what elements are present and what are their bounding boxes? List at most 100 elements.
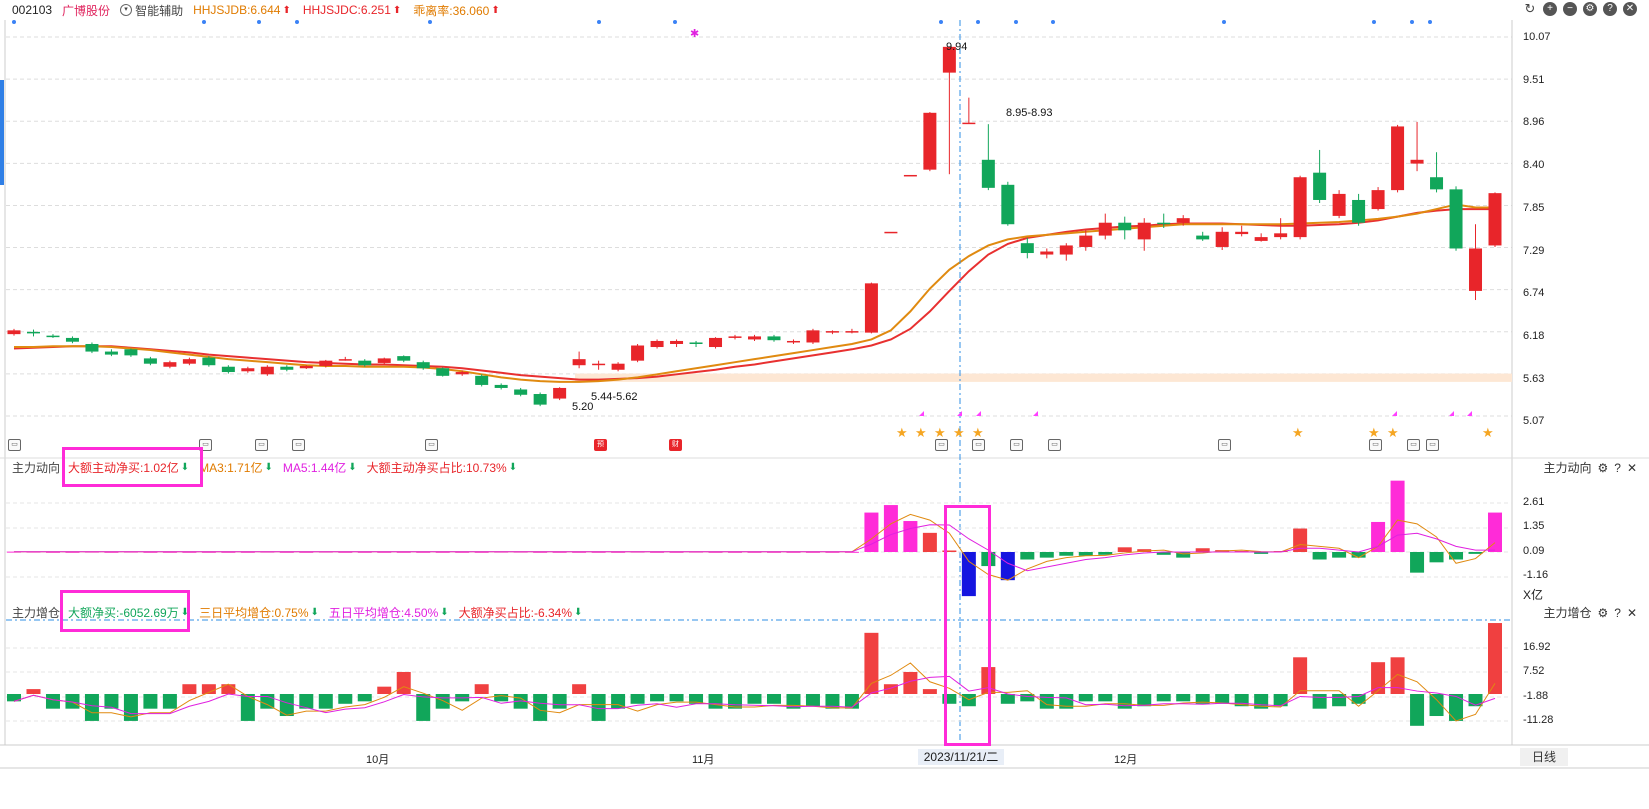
- panel2-legend-text: 大额净买占比:-6.34%: [458, 605, 573, 620]
- candle-body: [767, 336, 781, 341]
- panel1-bar: [1195, 548, 1210, 552]
- panel1-bar: [1117, 547, 1132, 552]
- candle-body: [104, 351, 118, 355]
- panel1-bar: [883, 505, 898, 552]
- panel1-bar: [942, 550, 957, 552]
- panel2-bar: [1410, 694, 1425, 726]
- help-icon[interactable]: ?: [1614, 460, 1621, 475]
- candle-body: [1118, 222, 1132, 231]
- panel2-bar: [533, 694, 548, 721]
- candle-body: [1371, 190, 1385, 210]
- event-icon[interactable]: ▭: [425, 439, 438, 451]
- window-controls: ↻ + − ⚙ ? ✕: [1523, 2, 1637, 16]
- event-icon[interactable]: ▭: [935, 439, 948, 451]
- candle-body: [553, 387, 567, 399]
- panel1-tick: -1.16: [1523, 568, 1549, 581]
- panel1-bar: [1390, 480, 1405, 552]
- panel2-controls: 主力增仓 ⚙ ? ✕: [1543, 604, 1637, 621]
- candle-body: [1235, 231, 1249, 235]
- finance-icon[interactable]: 财: [669, 439, 682, 451]
- candle-body: [202, 357, 216, 366]
- star-icon: ★: [1387, 425, 1399, 440]
- panel1-controls: 主力动向 ⚙ ? ✕: [1543, 459, 1637, 476]
- panel1-bar: [1059, 552, 1074, 556]
- candle-body: [1137, 222, 1151, 240]
- header-indicators-text: HHJSJDC:6.251: [302, 3, 391, 17]
- panel2-bar: [864, 632, 879, 694]
- candle-body: [26, 331, 40, 334]
- candle-body: [748, 336, 761, 340]
- event-icon[interactable]: ▭: [1426, 439, 1439, 451]
- candle-body: [182, 359, 196, 364]
- signal-dot: [1372, 20, 1376, 24]
- panel2-legend-item: 三日平均增仓:0.75% ⬇: [199, 604, 319, 621]
- refresh-icon[interactable]: ↻: [1524, 1, 1536, 16]
- event-icon[interactable]: ▭: [292, 439, 305, 451]
- close-icon[interactable]: ✕: [1626, 460, 1637, 475]
- chevron-down-icon: ▾: [120, 4, 133, 16]
- panel2-legend-text: 三日平均增仓:0.75%: [199, 605, 309, 620]
- event-icon[interactable]: ▭: [972, 439, 985, 451]
- smart-assist-toggle[interactable]: ▾ 智能辅助: [120, 2, 183, 19]
- panel1-tick: 0.09: [1523, 544, 1545, 557]
- event-icon[interactable]: ▭: [1048, 439, 1061, 451]
- candle-body: [1488, 193, 1502, 246]
- candle-body: [1020, 243, 1034, 254]
- panel2-bar: [338, 694, 353, 704]
- candle-body: [845, 331, 859, 333]
- event-icon[interactable]: ▭: [8, 439, 21, 451]
- flag-marker: [1467, 411, 1472, 416]
- help-icon[interactable]: ?: [1603, 2, 1617, 16]
- signal-dot: [295, 20, 299, 24]
- panel2-bar: [299, 694, 314, 709]
- stock-name[interactable]: 广博股份: [62, 3, 111, 18]
- candle-body: [611, 363, 625, 370]
- event-icon[interactable]: ▭: [1218, 439, 1231, 451]
- panel2-bar: [377, 686, 392, 694]
- zoom-in-icon[interactable]: +: [1543, 2, 1557, 16]
- panel2-bar: [1351, 694, 1366, 704]
- gear-icon[interactable]: ⚙: [1597, 460, 1609, 475]
- help-icon[interactable]: ?: [1614, 605, 1621, 620]
- panel2-bar: [1098, 694, 1113, 702]
- panel2-tick: 16.92: [1523, 641, 1551, 653]
- event-icon[interactable]: ▭: [1010, 439, 1023, 451]
- highlight-box-cursor: [944, 505, 991, 746]
- panel1-ma3-line: [14, 513, 1496, 581]
- panel2-bar: [1020, 694, 1035, 702]
- forecast-icon[interactable]: 预: [594, 439, 607, 451]
- panel2-tick: 7.52: [1523, 665, 1545, 678]
- signal-dot: [428, 20, 432, 24]
- close-icon[interactable]: ✕: [1626, 605, 1637, 620]
- signal-dot: [976, 20, 980, 24]
- candle-body: [1430, 177, 1444, 190]
- panel2-title: 主力增仓: [12, 605, 61, 620]
- candle-body: [962, 122, 976, 125]
- panel1-bar: [1098, 552, 1113, 555]
- event-icon[interactable]: ▭: [255, 439, 268, 451]
- gear-icon[interactable]: ⚙: [1597, 605, 1609, 620]
- candle-body: [124, 349, 138, 356]
- signal-dot: [597, 20, 601, 24]
- panel2-bar: [1117, 694, 1132, 709]
- panel1-legend-text: MA5:1.44亿: [282, 460, 347, 475]
- arrow-up-icon: ⬆: [282, 4, 291, 16]
- signal-dot: [1222, 20, 1226, 24]
- panel2-bar: [143, 694, 158, 709]
- panel2-bar: [435, 694, 450, 709]
- close-icon[interactable]: ✕: [1623, 2, 1637, 16]
- panel2-bar: [474, 684, 489, 694]
- price-tick: 5.07: [1523, 415, 1545, 428]
- signal-dot: [1051, 20, 1055, 24]
- panel2-bar: [7, 694, 21, 702]
- zoom-out-icon[interactable]: −: [1563, 2, 1577, 16]
- flag-marker: [1449, 411, 1454, 416]
- period-button[interactable]: 日线: [1520, 748, 1568, 766]
- event-icon[interactable]: ▭: [1407, 439, 1420, 451]
- panel2-bar: [1293, 657, 1308, 694]
- panel2-bar: [1078, 694, 1093, 702]
- candle-body: [1410, 159, 1424, 164]
- gear-icon[interactable]: ⚙: [1583, 2, 1597, 16]
- event-icon[interactable]: ▭: [1369, 439, 1382, 451]
